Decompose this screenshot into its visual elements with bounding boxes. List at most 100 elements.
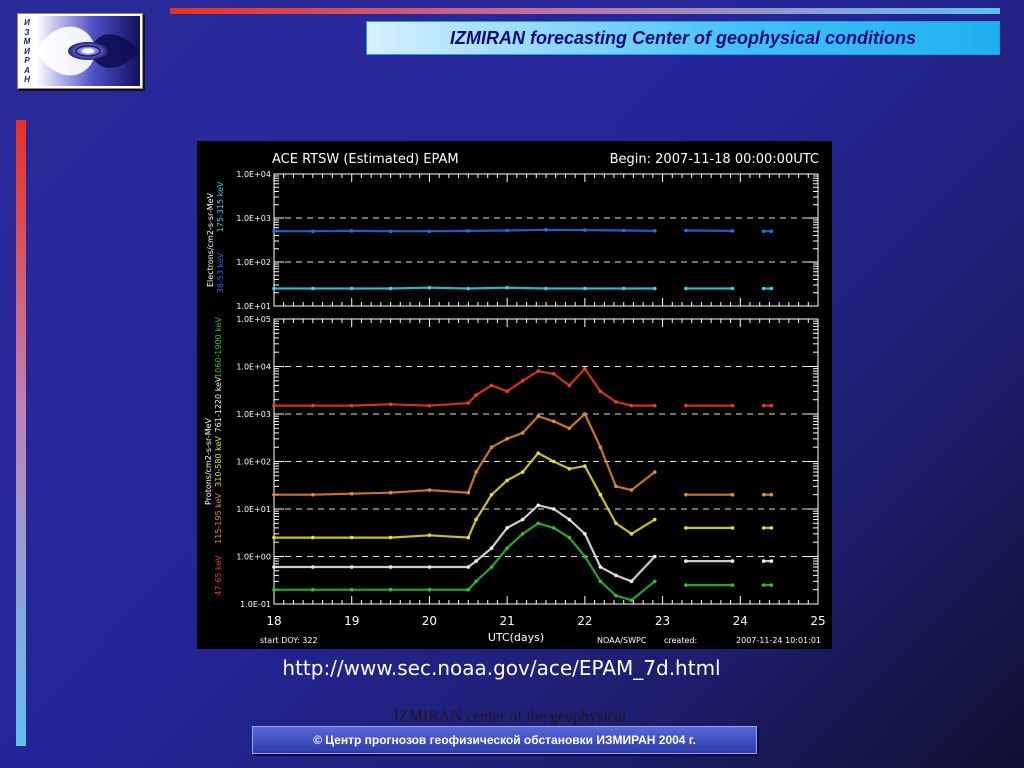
series-line [274,412,656,496]
series-line [274,451,656,539]
data-point [583,228,587,232]
data-point [598,445,603,450]
data-point [349,565,354,569]
data-point [466,490,471,495]
data-point [311,565,315,569]
data-point [769,492,774,497]
data-point [629,488,634,492]
y-axis-label: Protons/cm2-s-sr-MeV [204,417,213,505]
data-point [684,492,688,497]
series-legend-label: 310-580 keV [214,436,223,487]
data-point [388,229,393,234]
data-point [520,470,525,474]
source-label: NOAA/SWPC [597,636,647,645]
data-point [272,565,276,569]
data-point [684,286,688,291]
data-point [505,546,509,550]
data-point [536,503,541,508]
y-tick-label: 1.0E+01 [236,302,271,311]
data-point [272,286,276,291]
data-point [388,535,393,540]
data-point [427,403,432,408]
logo-letter: М [23,37,31,46]
data-point [583,412,587,416]
data-point [536,451,541,455]
logo-letter: И [24,18,30,27]
data-point [474,470,478,474]
data-point [427,229,432,234]
data-point [349,229,354,233]
data-point [730,492,735,497]
data-point [614,593,618,598]
data-point [684,228,688,233]
data-point [474,393,478,397]
data-point [489,565,494,569]
data-point [684,526,688,530]
data-point [598,492,603,497]
data-point [466,286,471,291]
data-point [653,517,657,522]
data-point [536,414,541,418]
data-point [349,491,354,496]
logo-letter: И [24,46,30,56]
y-axis-label: Electrons/cm2-s-sr-MeV [206,192,215,287]
data-point [427,565,432,569]
data-point [349,535,354,540]
data-point [466,587,471,592]
data-point [629,579,634,584]
data-point [272,229,276,234]
data-point [474,559,478,563]
data-point [598,389,603,394]
data-point [466,401,471,405]
data-point [761,229,766,234]
data-point [684,583,688,587]
logo-letter: А [24,65,30,75]
y-tick-label: 1.0E+01 [236,505,271,514]
data-point [489,492,494,497]
data-point [505,526,509,530]
data-point [761,526,766,530]
data-point [769,559,774,563]
x-tick-label: 24 [733,614,748,628]
data-point [474,517,478,522]
data-point [614,400,618,404]
epam-plot: ACE RTSW (Estimated) EPAM Begin: 2007-11-… [197,141,832,649]
data-point [388,402,393,407]
data-point [730,403,735,408]
data-point [653,229,657,233]
data-point [388,565,393,569]
x-tick-label: 20 [422,614,437,628]
data-point [272,587,276,592]
epam-chart-svg: ACE RTSW (Estimated) EPAM Begin: 2007-11-… [204,152,826,645]
data-point [466,535,471,540]
data-point [551,372,556,376]
data-point [505,228,509,233]
x-axis-label: UTC(days) [488,631,544,644]
data-point [583,554,587,559]
data-point [551,419,556,424]
source-url[interactable]: http://www.sec.noaa.gov/ace/EPAM_7d.html [282,656,721,680]
data-point [551,526,556,530]
data-point [583,286,587,291]
data-point [489,383,494,388]
data-point [544,286,548,291]
data-point [761,403,766,408]
data-point [311,587,315,592]
y-tick-label: 1.0E+05 [236,315,271,324]
data-point [505,437,509,441]
y-tick-label: 1.0E+02 [236,458,271,467]
x-tick-label: 23 [655,614,670,628]
series-legend-label: 38-53 keV [216,252,225,293]
copyright-text: © Центр прогнозов геофизической обстанов… [313,733,696,747]
data-point [551,507,556,511]
data-point [730,526,735,530]
data-point [427,587,432,592]
data-point [311,492,315,497]
logo-letter: Р [24,56,30,65]
izmiran-logo: И З М И Р А Н [17,13,143,89]
data-point [761,583,766,587]
data-point [505,285,509,290]
data-point [536,521,541,526]
data-point [311,403,315,408]
created-label: created: [664,636,697,645]
